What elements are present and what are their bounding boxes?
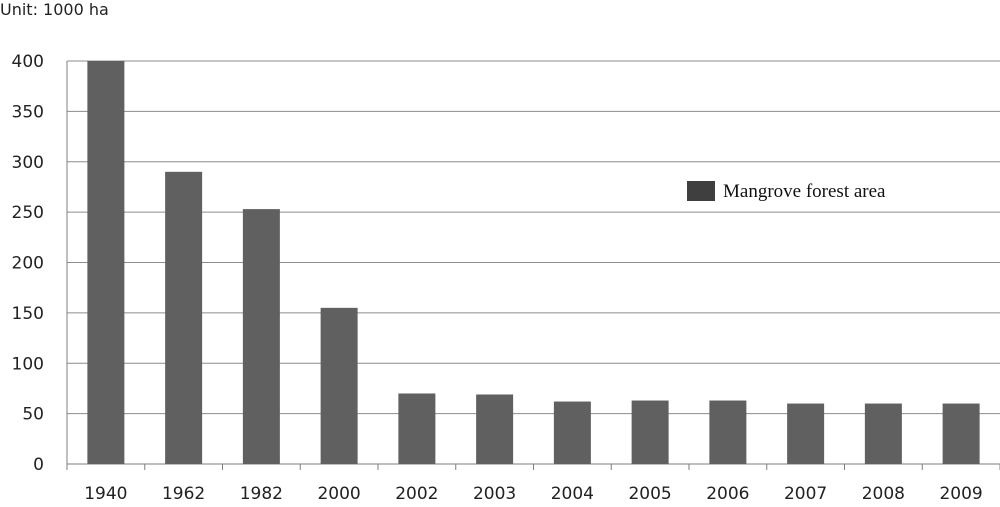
y-tick-label: 350 (12, 102, 44, 122)
bar-2004 (553, 401, 591, 464)
bar-2008 (864, 403, 902, 464)
x-tick-label: 2005 (628, 484, 671, 502)
x-tick-label: 2007 (784, 484, 827, 502)
x-tick-label: 2006 (706, 484, 749, 502)
bar-2003 (476, 394, 514, 464)
x-tick-label: 2004 (551, 484, 594, 502)
x-tick-label: 2003 (473, 484, 516, 502)
y-tick-label: 50 (22, 405, 44, 425)
bar-1940 (87, 61, 125, 464)
bar-2000 (320, 307, 358, 464)
y-tick-label: 200 (12, 254, 44, 274)
bar-2006 (709, 400, 747, 464)
y-tick-label: 250 (12, 203, 44, 223)
y-tick-label: 0 (33, 455, 44, 475)
bar-1982 (242, 209, 280, 464)
bar-2007 (787, 403, 825, 464)
x-tick-label: 1940 (84, 484, 127, 502)
bar-2009 (942, 403, 980, 464)
x-tick-label: 1962 (162, 484, 205, 502)
y-tick-label: 150 (12, 304, 44, 324)
y-tick-label: 400 (12, 52, 44, 72)
bar-2005 (631, 400, 669, 464)
y-tick-label: 100 (12, 354, 44, 374)
legend-label: Mangrove forest area (723, 181, 886, 202)
x-tick-label: 2009 (939, 484, 982, 502)
x-tick-label: 1982 (240, 484, 283, 502)
unit-label: Unit: 1000 ha (0, 0, 109, 19)
x-tick-label: 2000 (317, 484, 360, 502)
x-tick-label: 2002 (395, 484, 438, 502)
y-tick-label: 300 (12, 153, 44, 173)
x-tick-label: 2008 (862, 484, 905, 502)
legend-swatch (687, 181, 715, 201)
bar-2002 (398, 393, 436, 464)
bar-1962 (165, 171, 203, 464)
